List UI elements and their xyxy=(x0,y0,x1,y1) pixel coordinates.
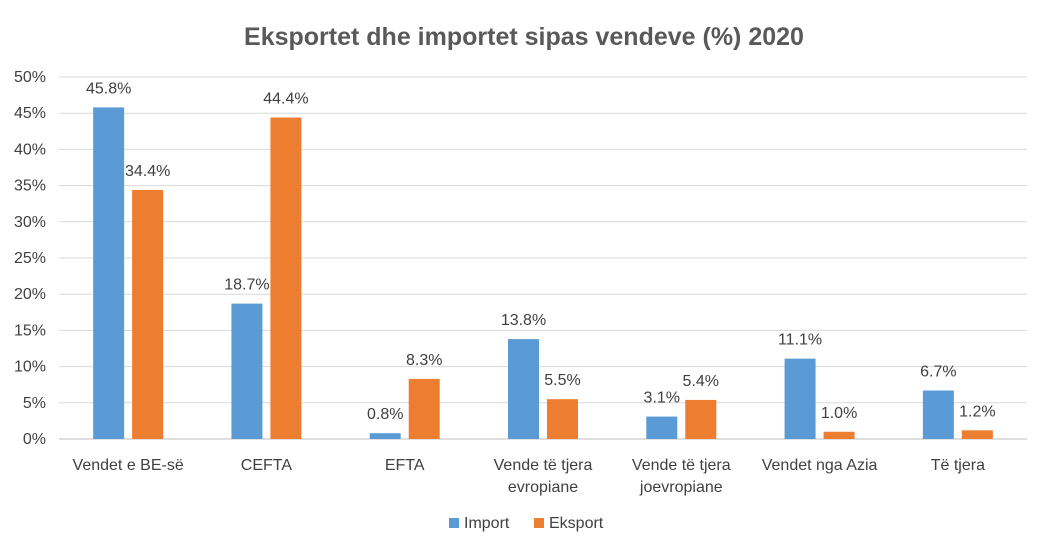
bars xyxy=(93,107,993,440)
data-label: 44.4% xyxy=(263,91,308,108)
data-label: 1.2% xyxy=(959,403,995,420)
y-axis: 0% 5% 10% 15% 20% 25% 30% 35% 40% 45% 50% xyxy=(14,69,46,448)
y-tick-label: 5% xyxy=(23,395,46,412)
bar-eksport xyxy=(961,430,993,439)
y-tick-label: 30% xyxy=(14,214,46,231)
bar-import xyxy=(508,339,539,439)
legend-label: Import xyxy=(464,515,510,532)
grid xyxy=(59,76,1027,440)
x-tick-label: Vendet e BE-së xyxy=(73,457,184,474)
data-label: 34.4% xyxy=(125,163,170,180)
chart-title: Eksportet dhe importet sipas vendeve (%)… xyxy=(244,23,804,51)
bar-import xyxy=(93,107,125,440)
y-tick-label: 25% xyxy=(14,250,46,267)
data-label: 45.8% xyxy=(86,80,131,97)
y-tick-label: 50% xyxy=(14,69,46,86)
y-tick-label: 15% xyxy=(14,322,46,339)
bar-import xyxy=(646,416,678,439)
data-label: 1.0% xyxy=(821,405,857,422)
x-tick-label: Vendet nga Azia xyxy=(762,457,878,474)
value-labels: 45.8% 18.7% 0.8% 13.8% 3.1% 11.1% 6.7% 34.4% 44.… xyxy=(86,80,996,423)
x-tick-label: CEFTA xyxy=(241,457,293,474)
data-label: 5.5% xyxy=(544,372,580,389)
legend: Import Eksport xyxy=(449,515,604,532)
bar-import xyxy=(922,390,954,439)
bar-eksport xyxy=(823,431,855,439)
data-label: 13.8% xyxy=(501,312,546,329)
bar-eksport xyxy=(132,189,164,439)
bar-eksport xyxy=(547,399,578,439)
x-axis: Vendet e BE-së CEFTA EFTA Vende të tjera evr… xyxy=(73,457,986,496)
data-label: 11.1% xyxy=(778,332,822,349)
bar-import xyxy=(231,303,263,439)
y-tick-label: 45% xyxy=(14,105,46,122)
legend-label: Eksport xyxy=(549,515,604,532)
legend-swatch xyxy=(534,518,544,528)
bar-eksport xyxy=(270,117,302,439)
y-tick-label: 10% xyxy=(14,359,46,376)
y-tick-label: 20% xyxy=(14,286,46,303)
bar-eksport xyxy=(408,378,440,439)
x-tick-label: Vende të tjera joevropiane xyxy=(632,457,731,496)
x-tick-label: Të tjera xyxy=(931,457,985,474)
y-tick-label: 35% xyxy=(14,178,46,195)
data-label: 8.3% xyxy=(406,352,442,369)
data-label: 0.8% xyxy=(367,406,403,423)
legend-swatch xyxy=(449,518,459,528)
y-tick-label: 40% xyxy=(14,141,46,158)
data-label: 6.7% xyxy=(920,363,956,380)
data-label: 18.7% xyxy=(224,277,269,294)
bar-eksport xyxy=(685,399,717,439)
bar-import xyxy=(784,358,816,439)
x-tick-label: Vende të tjera evropiane xyxy=(494,457,593,496)
data-label: 3.1% xyxy=(644,390,680,407)
data-label: 5.4% xyxy=(683,373,719,390)
x-tick-label: EFTA xyxy=(385,457,425,474)
bar-import xyxy=(369,433,401,439)
y-tick-label: 0% xyxy=(23,431,46,448)
